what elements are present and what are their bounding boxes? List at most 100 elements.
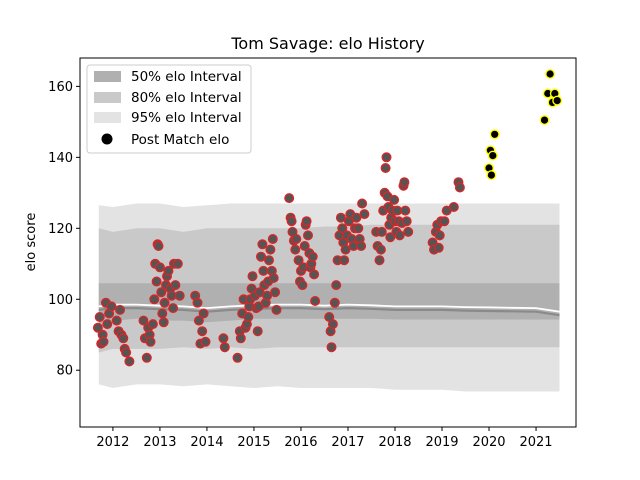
data-point [327, 319, 338, 330]
data-point [121, 347, 132, 358]
data-point [141, 352, 152, 363]
data-point [351, 212, 362, 223]
legend-label-80: 80% elo Interval [131, 90, 242, 106]
data-point [359, 209, 370, 220]
data-point [293, 255, 304, 266]
data-point [159, 297, 170, 308]
data-point [98, 336, 109, 347]
legend: 50% elo Interval 80% elo Interval 95% el… [86, 64, 252, 154]
data-point [353, 223, 364, 234]
data-point [303, 230, 314, 241]
legend-frame [86, 64, 252, 154]
data-point [270, 287, 281, 298]
data-point [258, 265, 269, 276]
data-point [172, 258, 183, 269]
data-point [174, 290, 185, 301]
data-point [291, 233, 302, 244]
x-axis-ticks: 2012 2013 2014 2015 2016 2017 2018 2019 2020 2021 [96, 427, 553, 450]
y-axis-ticks: 80 100 120 140 160 [48, 80, 80, 379]
plot-frame [79, 57, 577, 428]
y-tick-label: 140 [48, 151, 73, 166]
post-match-points [92, 68, 563, 367]
recent-data-point [489, 129, 500, 140]
data-point [357, 198, 368, 209]
data-point [309, 269, 320, 280]
data-point [156, 287, 167, 298]
recent-data-point [486, 170, 497, 181]
x-tick-label: 2012 [96, 435, 129, 450]
data-point [381, 152, 392, 163]
chart-title: Tom Savage: elo History [230, 34, 424, 53]
data-point [198, 308, 209, 319]
data-point [268, 273, 279, 284]
data-point [340, 244, 351, 255]
x-tick-label: 2016 [284, 435, 317, 450]
data-point [290, 244, 301, 255]
data-point [401, 216, 412, 227]
data-point [434, 230, 445, 241]
data-point [149, 294, 160, 305]
data-point [439, 216, 450, 227]
data-point [375, 244, 386, 255]
data-point [192, 297, 203, 308]
x-tick-label: 2013 [143, 435, 176, 450]
data-point [92, 322, 103, 333]
data-point [197, 326, 208, 337]
data-point [252, 326, 263, 337]
data-point [243, 312, 254, 323]
data-point [247, 271, 258, 282]
legend-label-50: 50% elo Interval [131, 69, 242, 85]
interval-bands [98, 203, 560, 392]
recent-data-point [552, 95, 563, 106]
recent-data-point [539, 115, 550, 126]
data-point [124, 356, 135, 367]
data-point [299, 240, 310, 251]
x-tick-label: 2019 [425, 435, 458, 450]
legend-swatch-50 [94, 71, 121, 82]
data-point [454, 182, 465, 193]
data-point [389, 194, 400, 205]
y-tick-label: 100 [48, 293, 73, 308]
legend-swatch-95 [94, 112, 121, 123]
data-point [94, 312, 105, 323]
data-point [147, 319, 158, 330]
data-point [394, 230, 405, 241]
data-point [264, 255, 275, 266]
data-point [157, 308, 168, 319]
data-point [118, 333, 129, 344]
x-tick-label: 2021 [519, 435, 552, 450]
data-point [232, 352, 243, 363]
legend-swatch-80 [94, 92, 121, 103]
data-point [399, 177, 410, 188]
x-tick-label: 2015 [237, 435, 270, 450]
data-point [106, 301, 117, 312]
legend-label-95: 95% elo Interval [131, 110, 242, 126]
data-point [339, 255, 350, 266]
data-point [284, 193, 295, 204]
data-point [376, 226, 387, 237]
data-point [271, 304, 282, 315]
band-50 [98, 283, 560, 325]
data-point [219, 342, 230, 353]
data-point [235, 333, 246, 344]
y-axis-label: elo score [24, 213, 39, 272]
data-point [256, 251, 267, 262]
recent-data-point [487, 150, 498, 161]
y-tick-label: 120 [48, 222, 73, 237]
data-point [329, 297, 340, 308]
data-point [400, 205, 411, 216]
data-point [138, 315, 149, 326]
data-point [448, 201, 459, 212]
data-point [335, 212, 346, 223]
data-point [145, 336, 156, 347]
data-point [307, 251, 318, 262]
data-point [265, 244, 276, 255]
legend-label-post-match: Post Match elo [131, 132, 229, 148]
data-point [170, 280, 181, 291]
data-point [433, 242, 444, 253]
data-point [301, 216, 312, 227]
data-point [286, 216, 297, 227]
legend-marker-post-match [101, 133, 113, 145]
data-point [403, 226, 414, 237]
